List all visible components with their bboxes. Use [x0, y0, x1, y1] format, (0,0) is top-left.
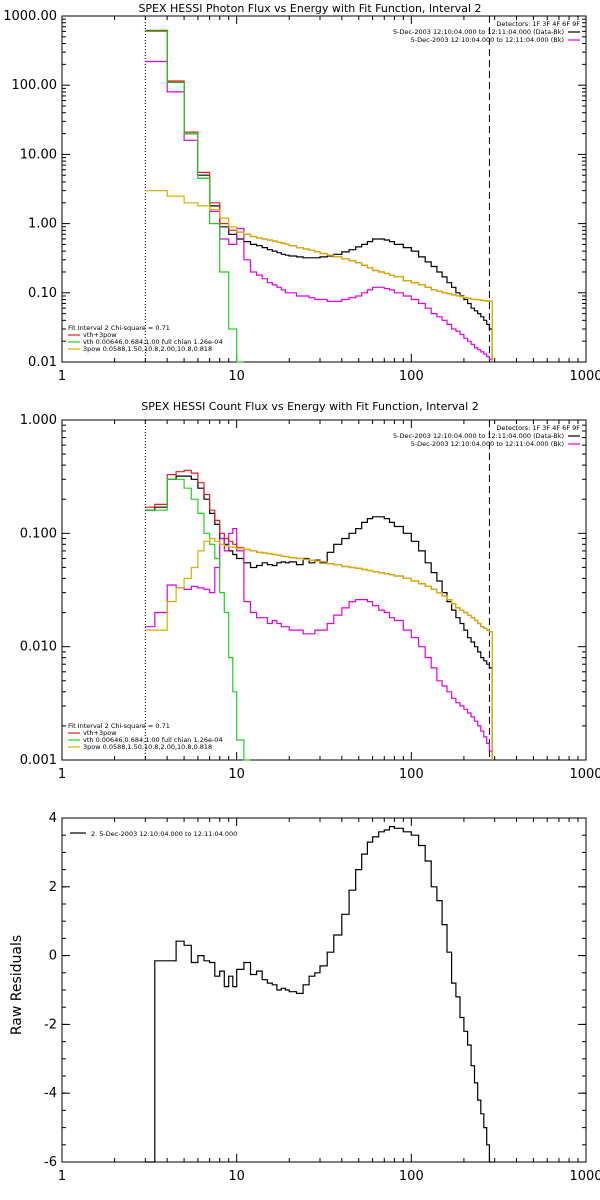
legend-entry-label: 2. 5-Dec-2003 12:10:04.000 to 12:11:04.0…	[91, 830, 237, 838]
y-tick-label: 0.01	[28, 355, 57, 370]
fit-legend-header: Fit Interval 2 Chi-square = 0.71	[68, 324, 170, 332]
y-tick-label: 1000.00	[3, 9, 57, 24]
y-tick-label: 0	[49, 949, 57, 964]
legend-entry-label: 5-Dec-2003 12:10:04.000 to 12:11:04.000 …	[411, 440, 564, 448]
x-tick-label: 100	[399, 767, 424, 782]
legend-entry-label: 5-Dec-2003 12:10:04.000 to 12:11:04.000 …	[393, 432, 564, 440]
x-tick-label: 100	[399, 369, 424, 384]
y-tick-label: 2	[49, 880, 57, 895]
x-tick-label: 1	[58, 369, 66, 384]
plot-frame	[61, 15, 587, 363]
y-tick-label: 0.001	[20, 753, 57, 768]
series-line	[145, 475, 493, 760]
series-line	[145, 826, 493, 1163]
series-line	[145, 478, 251, 761]
legend-header: Detectors: 1F 3F 4F 6F 9F	[496, 20, 580, 28]
y-tick-label: 1.000	[20, 413, 57, 428]
x-tick-label: 1	[58, 767, 66, 782]
fit-legend-label: vth+3pow	[83, 729, 117, 737]
photon-flux-title: SPEX HESSI Photon Flux vs Energy with Fi…	[138, 2, 481, 15]
y-tick-label: -2	[44, 1017, 57, 1032]
y-tick-label: 0.010	[20, 640, 57, 655]
x-tick-label: 1000	[569, 767, 600, 782]
x-tick-label: 1	[58, 1169, 66, 1184]
y-tick-label: 0.100	[20, 526, 57, 541]
x-tick-label: 100	[399, 1169, 424, 1184]
y-tick-label: -6	[44, 1155, 57, 1170]
legend-header: Detectors: 1F 3F 4F 6F 9F	[496, 424, 580, 432]
count-flux-title: SPEX HESSI Count Flux vs Energy with Fit…	[141, 400, 478, 413]
plot-frame	[61, 419, 587, 761]
series-line	[145, 30, 244, 363]
photon-flux-panel: SPEX HESSI Photon Flux vs Energy with Fi…	[3, 2, 600, 384]
x-tick-label: 10	[228, 767, 245, 782]
y-tick-label: 1.00	[28, 217, 57, 232]
residuals-panel: Raw Residuals 1 10 100 1000 -6 -4 -2 0 2 4 2. 5-De…	[9, 811, 600, 1184]
y-tick-label: 100.00	[12, 78, 58, 93]
series-line	[145, 190, 493, 362]
series-line	[145, 60, 493, 362]
fit-legend-label: vth+3pow	[83, 331, 117, 339]
fit-legend-label: 3pow 0.0588,1.50,10.8,2.00,10.8,0.818	[83, 743, 212, 751]
y-tick-label: -4	[44, 1086, 57, 1101]
x-tick-label: 10	[228, 1169, 245, 1184]
series-line	[145, 537, 493, 760]
fit-legend-header: Fit Interval 2 Chi-square = 0.71	[68, 722, 170, 730]
fit-legend-label: vth 0.00646,0.684,1.00 full chian 1.26e-…	[83, 338, 223, 346]
y-tick-label: 0.10	[28, 286, 57, 301]
series-line	[145, 528, 493, 760]
residuals-ylabel: Raw Residuals	[9, 935, 25, 1035]
x-tick-label: 10	[228, 369, 245, 384]
y-tick-label: 4	[49, 811, 57, 826]
fit-legend-label: 3pow 0.0588,1.50,10.8,2.00,10.8,0.818	[83, 345, 212, 353]
count-flux-panel: SPEX HESSI Count Flux vs Energy with Fit…	[20, 400, 600, 782]
y-tick-label: 10.00	[20, 147, 57, 162]
fit-legend-label: vth 0.00646,0.684,1.00 full chian 1.26e-…	[83, 736, 223, 744]
series-line	[145, 29, 493, 362]
legend-entry-label: 5-Dec-2003 12:10:04.000 to 12:11:04.000 …	[411, 36, 564, 44]
legend-entry-label: 5-Dec-2003 12:10:04.000 to 12:11:04.000 …	[393, 28, 564, 36]
plot-frame	[61, 817, 587, 1163]
x-tick-label: 1000	[569, 1169, 600, 1184]
x-tick-label: 1000	[569, 369, 600, 384]
series-line	[145, 30, 493, 362]
